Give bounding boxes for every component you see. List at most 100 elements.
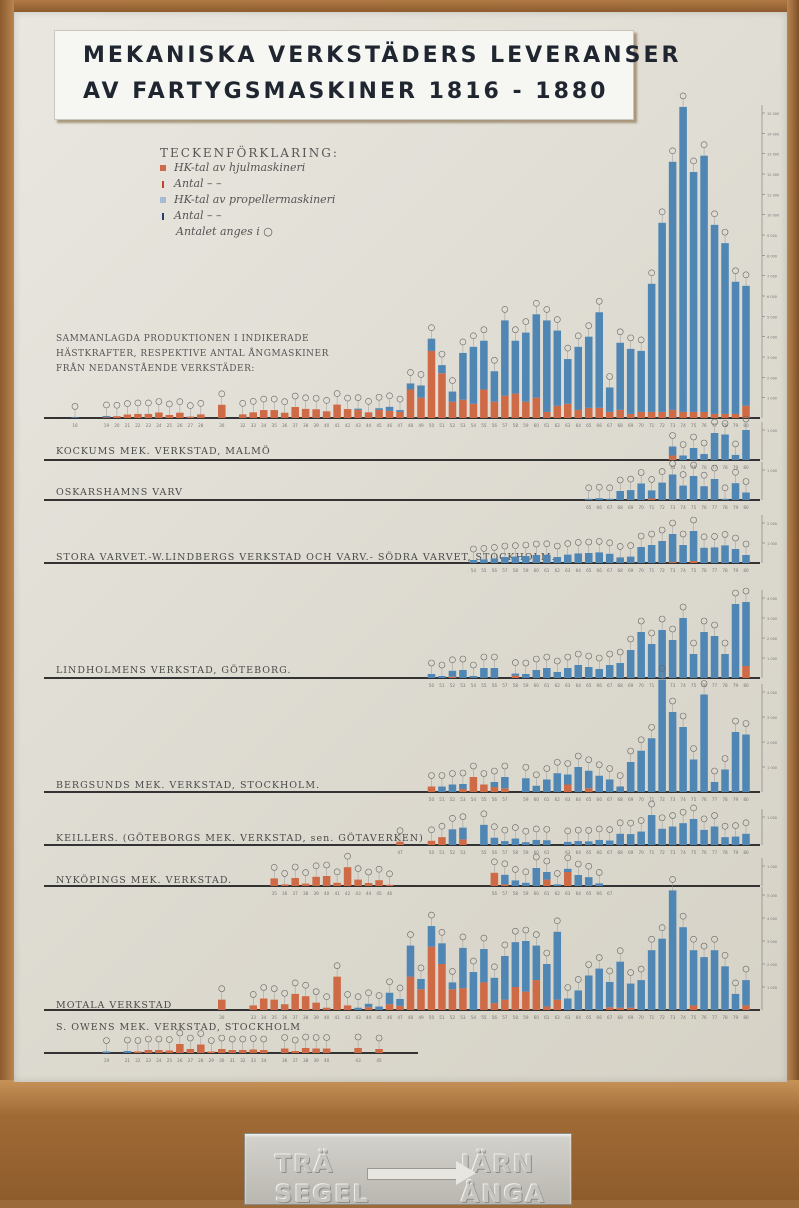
bar-paddle (364, 1007, 373, 1010)
x-tick-label: 80 (743, 850, 749, 855)
count-circle-marker (616, 543, 624, 550)
bar-propeller (553, 557, 562, 563)
x-tick-label: 39 (313, 891, 319, 896)
x-tick-label: 78 (722, 1015, 728, 1020)
x-tick-label: 69 (628, 568, 634, 573)
bar-propeller (605, 553, 614, 563)
bar-paddle (354, 409, 362, 418)
bar-propeller (721, 434, 729, 460)
x-tick-label: 45 (376, 423, 382, 428)
x-tick-label: 75 (691, 423, 697, 428)
x-tick-label: 67 (607, 423, 613, 428)
bar-paddle (312, 1002, 320, 1010)
y-tick-label: 3 000 (767, 356, 777, 360)
bar-propeller (480, 949, 488, 983)
count-circle-marker (501, 762, 509, 770)
bar-paddle (417, 989, 425, 1010)
count-circle-marker (595, 483, 603, 491)
x-tick-label: 33 (251, 1015, 257, 1020)
bar-paddle (176, 1044, 184, 1053)
x-tick-label: 36 (282, 423, 288, 428)
x-tick-label: 36 (282, 1058, 288, 1063)
bar-propeller (658, 938, 666, 1010)
bar-propeller (721, 243, 729, 414)
count-circle-marker (312, 988, 320, 995)
x-tick-label: 54 (471, 568, 477, 573)
x-tick-label: 70 (638, 683, 644, 688)
count-circle-marker (669, 147, 676, 155)
count-circle-marker (501, 542, 509, 550)
x-tick-label: 38 (303, 1015, 309, 1020)
legend-label: Antal – – (174, 177, 222, 190)
count-circle-marker (553, 316, 561, 323)
bar-propeller (658, 828, 666, 845)
bar-propeller (647, 815, 656, 845)
x-tick-label: 37 (293, 1058, 299, 1063)
x-tick-label: 75 (691, 505, 697, 510)
bar-paddle (113, 416, 121, 418)
x-tick-label: 46 (387, 891, 393, 896)
count-circle-marker (333, 390, 341, 397)
x-tick-label: 76 (701, 423, 707, 428)
count-circle-marker (595, 297, 603, 305)
x-tick-label: 77 (712, 568, 718, 573)
x-tick-label: 55 (481, 850, 487, 855)
x-tick-label: 62 (555, 423, 561, 428)
x-tick-label: 63 (565, 423, 571, 428)
legend-label: HK-tal av propellermaskineri (174, 193, 336, 206)
bar-paddle (218, 404, 226, 418)
bar-paddle (396, 841, 404, 845)
x-tick-label: 79 (733, 423, 739, 428)
count-circle-marker (553, 758, 561, 766)
bar-paddle (605, 411, 614, 418)
bar-propeller (700, 454, 708, 460)
bar-propeller (689, 448, 698, 460)
count-circle-marker (512, 866, 519, 873)
y-tick-label: 1 000 (767, 986, 777, 990)
paddle-count-tick-icon (162, 180, 164, 188)
count-circle-marker (480, 810, 488, 818)
bar-propeller (532, 670, 541, 678)
bar-propeller (721, 545, 729, 563)
count-circle-marker (480, 653, 488, 661)
bar-paddle (563, 872, 572, 886)
count-circle-marker (249, 991, 257, 998)
bar-paddle (490, 872, 499, 886)
bar-propeller (637, 980, 645, 1010)
x-tick-label: 51 (439, 683, 445, 688)
count-circle-marker (428, 659, 435, 667)
bar-propeller (438, 676, 446, 678)
x-tick-label: 56 (492, 423, 498, 428)
bar-propeller (679, 485, 687, 500)
count-circle-marker (522, 318, 530, 325)
x-tick-label: 38 (303, 891, 309, 896)
bar-propeller (480, 824, 488, 845)
bar-paddle (144, 1050, 153, 1053)
count-circle-marker (197, 400, 205, 407)
count-circle-marker (470, 661, 477, 669)
bar-paddle (480, 784, 488, 792)
bar-propeller (742, 833, 750, 845)
bar-paddle (301, 996, 310, 1010)
bar-propeller (710, 479, 719, 500)
count-circle-marker (281, 398, 288, 406)
bar-paddle (375, 880, 383, 886)
x-tick-label: 65 (586, 505, 592, 510)
x-tick-label: 65 (586, 891, 592, 896)
bar-paddle (291, 1051, 299, 1053)
bar-paddle (238, 414, 247, 418)
bar-propeller (731, 483, 740, 500)
x-tick-label: 43 (355, 1015, 361, 1020)
title-line-2: AV FARTYGSMASKINER 1816 - 1880 (83, 79, 609, 104)
bar-paddle (134, 413, 142, 418)
bar-propeller (480, 340, 488, 390)
count-circle-marker (742, 819, 750, 827)
count-circle-marker (700, 815, 708, 823)
legend-item-propeller-hp: HK-tal av propellermaskineri (160, 192, 339, 208)
count-circle-marker (564, 760, 572, 767)
count-circle-marker (344, 991, 351, 998)
count-circle-marker (134, 399, 142, 407)
bar-paddle (532, 397, 541, 418)
bar-paddle (522, 401, 530, 418)
x-tick-label: 64 (576, 568, 582, 573)
